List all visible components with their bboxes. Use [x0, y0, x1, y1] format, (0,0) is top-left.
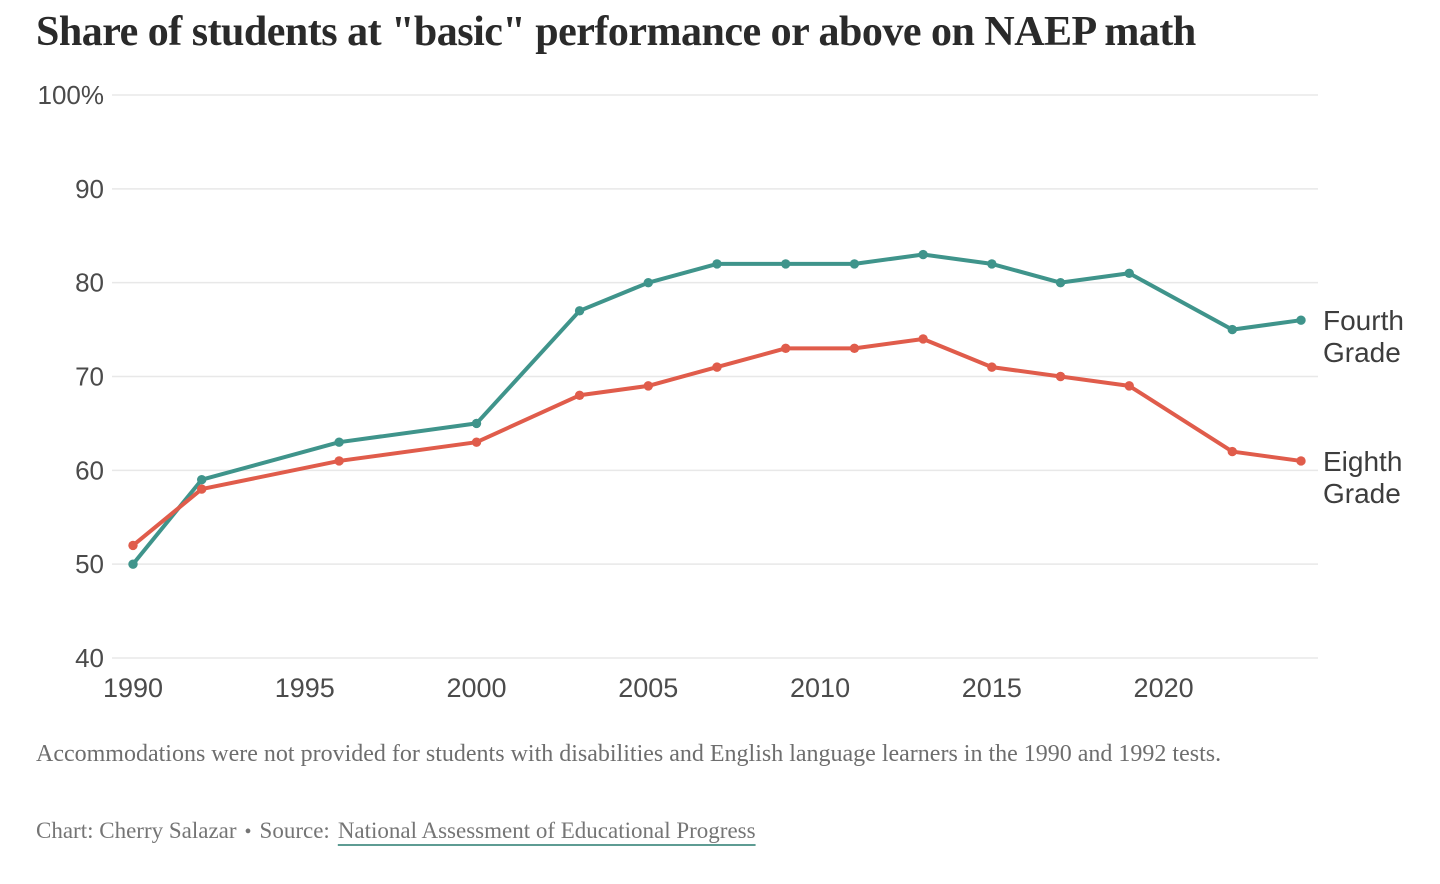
x-axis-tick-label: 2000 — [446, 673, 506, 703]
x-axis-tick-label: 1990 — [103, 673, 163, 703]
data-point-fourth-grade-2015[interactable] — [987, 259, 997, 269]
data-point-eighth-grade-1992[interactable] — [197, 484, 207, 494]
data-point-eighth-grade-2022[interactable] — [1227, 446, 1237, 457]
data-point-eighth-grade-2024[interactable] — [1296, 456, 1306, 466]
data-point-fourth-grade-2024[interactable] — [1296, 315, 1306, 325]
data-point-eighth-grade-2009[interactable] — [781, 343, 791, 354]
data-point-eighth-grade-2011[interactable] — [849, 343, 860, 354]
x-axis-tick-label: 2020 — [1134, 673, 1194, 703]
data-point-eighth-grade-2013[interactable] — [918, 334, 928, 344]
data-point-fourth-grade-2009[interactable] — [781, 259, 791, 269]
data-point-fourth-grade-2005[interactable] — [643, 277, 653, 288]
y-axis-tick-label: 40 — [75, 643, 104, 673]
data-point-eighth-grade-2019[interactable] — [1124, 381, 1134, 391]
x-axis-tick-label: 1995 — [275, 673, 335, 703]
y-axis-tick-label: 100% — [38, 80, 105, 110]
data-point-fourth-grade-2017[interactable] — [1055, 277, 1066, 288]
data-point-fourth-grade-2011[interactable] — [849, 259, 860, 269]
series-end-label-fourth-grade: Fourth Grade — [1323, 305, 1404, 368]
data-point-fourth-grade-1992[interactable] — [197, 475, 207, 485]
y-axis-tick-label: 50 — [75, 549, 104, 579]
chart-title: Share of students at "basic" performance… — [36, 9, 1196, 55]
y-axis-tick-label: 70 — [75, 362, 104, 392]
data-point-eighth-grade-2017[interactable] — [1055, 371, 1066, 382]
y-axis-tick-label: 80 — [75, 268, 104, 298]
data-point-eighth-grade-2007[interactable] — [712, 362, 722, 372]
data-point-eighth-grade-2000[interactable] — [471, 437, 482, 447]
data-point-eighth-grade-2005[interactable] — [643, 381, 653, 391]
data-point-eighth-grade-1996[interactable] — [334, 456, 344, 466]
data-point-fourth-grade-2007[interactable] — [712, 259, 722, 269]
x-axis-tick-label: 2015 — [962, 673, 1022, 703]
data-point-fourth-grade-2019[interactable] — [1124, 268, 1134, 278]
credit-source-label: Source: — [259, 818, 330, 843]
data-point-fourth-grade-2003[interactable] — [574, 306, 585, 316]
y-axis-tick-label: 60 — [75, 455, 104, 485]
y-axis-tick-label: 90 — [75, 174, 104, 204]
series-line-fourth-grade — [131, 252, 1303, 567]
source-link[interactable]: National Assessment of Educational Progr… — [337, 818, 756, 843]
credit-chart-by: Chart: Cherry Salazar — [36, 818, 237, 843]
data-point-eighth-grade-2003[interactable] — [574, 390, 585, 400]
data-point-fourth-grade-1996[interactable] — [334, 437, 344, 447]
chart-credit: Chart: Cherry Salazar • Source: National… — [36, 818, 756, 844]
credit-separator-dot: • — [244, 821, 252, 843]
x-axis-tick-label: 2005 — [618, 673, 678, 703]
data-point-eighth-grade-1990[interactable] — [128, 540, 138, 551]
series-end-label-eighth-grade: Eighth Grade — [1323, 446, 1402, 509]
data-point-fourth-grade-2022[interactable] — [1227, 324, 1237, 335]
chart-footnote: Accommodations were not provided for stu… — [36, 741, 1222, 767]
x-axis-tick-label: 2010 — [790, 673, 850, 703]
data-point-eighth-grade-2015[interactable] — [987, 362, 997, 372]
data-point-fourth-grade-1990[interactable] — [128, 559, 138, 569]
data-point-fourth-grade-2000[interactable] — [471, 418, 482, 429]
data-point-fourth-grade-2013[interactable] — [918, 249, 928, 260]
